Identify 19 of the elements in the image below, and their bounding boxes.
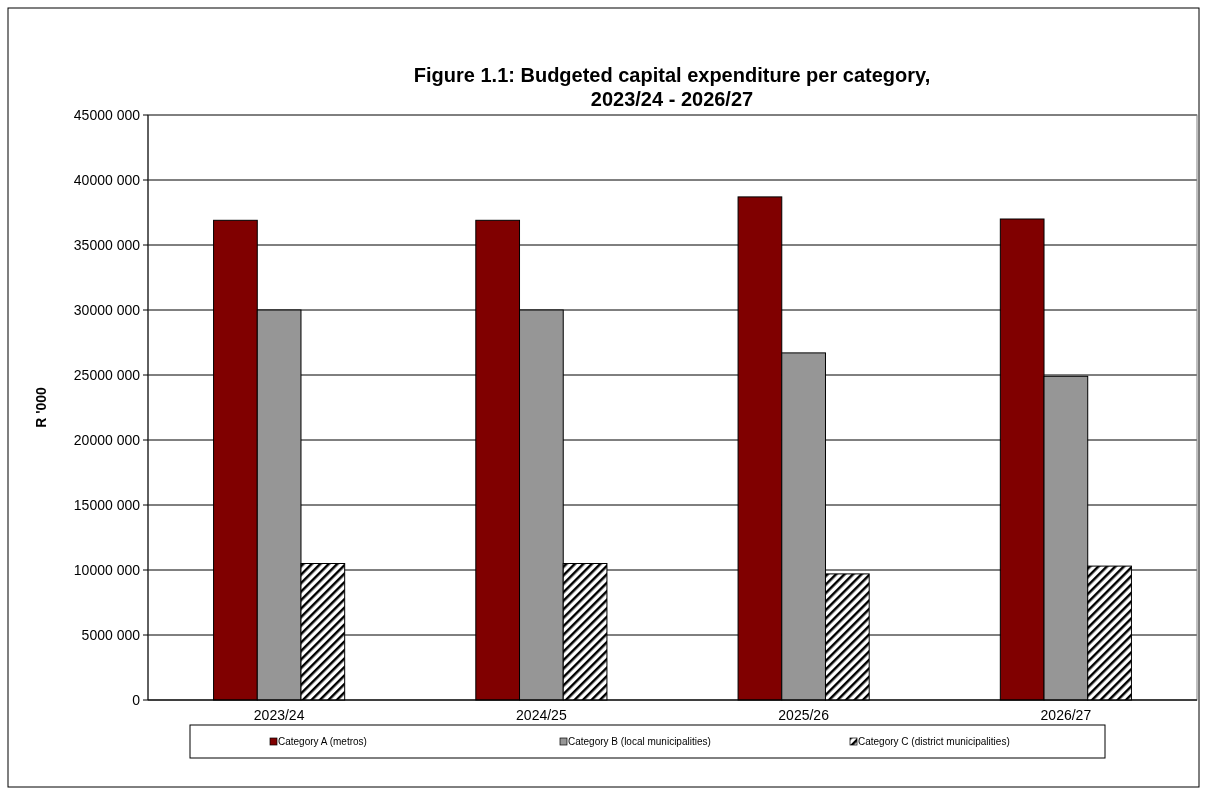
y-tick-label: 20000 000 (73, 431, 141, 448)
y-tick-label: 10000 000 (73, 561, 141, 578)
y-axis-title: R '000 (33, 386, 49, 428)
y-tick-label: 40000 000 (73, 171, 141, 188)
chart-title: Figure 1.1: Budgeted capital expenditure per category, 2023/24 - 2026/27 (413, 64, 931, 110)
y-tick-label: 5000 000 (81, 626, 141, 643)
y-tick-label: 15000 000 (73, 496, 141, 513)
legend-label: Category A (metros) (278, 736, 367, 747)
legend-label: Category C (district municipalities) (858, 736, 1010, 747)
y-tick-label: 35000 000 (73, 236, 141, 253)
y-tick-label: 45000 000 (73, 106, 141, 123)
y-tick-label: 0 (132, 691, 141, 708)
x-tick-label: 2025/26 (778, 707, 830, 723)
x-tick-label: 2024/25 (516, 707, 567, 723)
y-tick-label: 30000 000 (73, 301, 141, 318)
x-tick-label: 2026/27 (1040, 707, 1092, 723)
y-tick-label: 25000 000 (73, 366, 141, 383)
x-tick-label: 2023/24 (253, 707, 305, 723)
legend-label: Category B (local municipalities) (568, 736, 711, 747)
